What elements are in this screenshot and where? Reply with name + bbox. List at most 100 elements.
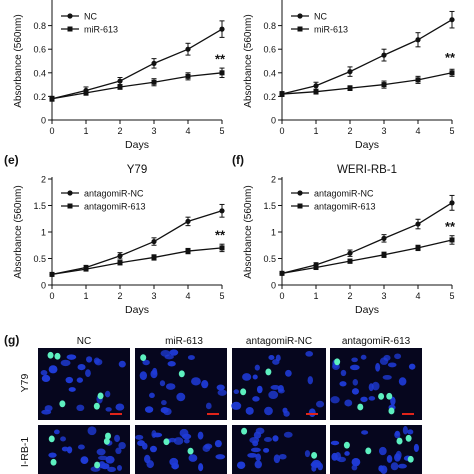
nucleus	[231, 401, 242, 410]
data-point	[279, 91, 285, 97]
nucleus	[250, 447, 261, 453]
micrograph-tile	[135, 348, 227, 420]
data-point	[415, 221, 421, 227]
data-point	[313, 89, 319, 95]
nucleus	[105, 407, 112, 412]
x-tick-label: 4	[185, 291, 190, 301]
data-point	[381, 235, 387, 241]
x-tick-label: 4	[415, 126, 420, 136]
data-point	[449, 70, 455, 76]
nucleus	[371, 381, 380, 391]
nucleus	[254, 364, 260, 371]
nucleus	[104, 390, 111, 398]
nucleus	[96, 448, 106, 456]
x-tick-label: 1	[83, 126, 88, 136]
y-axis-label: Absorbance (560nm)	[243, 14, 254, 107]
nucleus	[390, 462, 399, 471]
positive-nucleus	[388, 407, 395, 415]
nucleus	[245, 406, 254, 415]
nucleus	[272, 435, 279, 442]
legend-marker	[67, 26, 73, 32]
legend-label: NC	[314, 12, 327, 22]
nucleus	[264, 406, 273, 416]
positive-nucleus	[104, 432, 111, 440]
x-tick-label: 5	[449, 126, 454, 136]
positive-nucleus	[311, 451, 318, 459]
nucleus	[60, 359, 71, 367]
series-line	[51, 247, 223, 276]
y-axis-label: Absorbance (560nm)	[13, 185, 24, 278]
panel-label: (e)	[4, 153, 19, 167]
nucleus	[351, 464, 358, 471]
data-point	[347, 69, 353, 75]
nucleus	[118, 360, 126, 368]
nucleus	[254, 460, 262, 469]
nucleus	[161, 400, 167, 406]
nucleus	[382, 374, 392, 380]
micrograph-tile	[330, 425, 422, 474]
data-point	[117, 260, 123, 266]
y-tick-label: 0	[41, 116, 46, 126]
significance-annotation: **	[445, 219, 456, 234]
nucleus	[100, 463, 110, 470]
nucleus	[41, 409, 52, 415]
nucleus	[160, 350, 171, 357]
chart-panel-1: 0 0.2 0.4 0.6 0.8 0 1 2 3 4 5 Days Absorbance (560nm…	[243, 0, 456, 151]
panel-label: (f)	[232, 153, 244, 167]
row-label-weri: I-RB-1	[19, 437, 31, 467]
chart-panel-0: 0 0.2 0.4 0.6 0.8 0 1 2 3 4 5 Days Absorbance (560nm…	[13, 0, 226, 151]
nucleus	[337, 456, 347, 463]
positive-nucleus	[54, 352, 61, 360]
row-label-y79: Y79	[19, 374, 31, 393]
x-tick-label: 5	[219, 126, 224, 136]
legend-label: antagomiR-613	[314, 202, 376, 212]
nucleus	[165, 383, 176, 390]
series-line	[281, 72, 453, 95]
nucleus	[150, 369, 158, 379]
data-point	[449, 200, 455, 206]
positive-nucleus	[343, 441, 350, 449]
x-tick-label: 0	[49, 126, 54, 136]
data-point	[117, 78, 123, 84]
positive-nucleus	[407, 455, 414, 463]
nucleus	[330, 440, 340, 446]
series-0	[49, 20, 225, 102]
nucleus	[77, 364, 86, 371]
legend-label: antagomiR-NC	[84, 189, 144, 199]
positive-nucleus	[47, 351, 54, 359]
positive-nucleus	[396, 437, 403, 445]
y-tick-label: 0.6	[263, 45, 276, 55]
nucleus	[386, 455, 393, 463]
data-point	[49, 96, 55, 102]
x-tick-label: 0	[279, 126, 284, 136]
nucleus	[311, 459, 322, 468]
nucleus	[352, 379, 359, 386]
data-point	[117, 84, 123, 90]
nucleus	[253, 431, 262, 439]
data-point	[185, 248, 191, 254]
chart-title: WERI-RB-1	[337, 164, 397, 176]
nucleus	[270, 384, 280, 390]
series-line	[51, 210, 223, 276]
nucleus	[242, 373, 252, 381]
data-point	[347, 250, 353, 256]
nucleus	[360, 354, 367, 360]
x-axis-label: Days	[125, 304, 149, 316]
nucleus	[216, 384, 225, 391]
nucleus	[263, 437, 273, 443]
nucleus	[183, 438, 190, 444]
series-1	[279, 68, 455, 97]
nucleus	[40, 370, 48, 376]
y-tick-label: 2	[271, 175, 276, 185]
data-point	[449, 17, 455, 23]
nucleus	[217, 389, 227, 396]
y-tick-label: 1.5	[33, 201, 46, 211]
legend-label: NC	[84, 12, 97, 22]
nucleus	[268, 390, 279, 400]
nucleus	[378, 446, 387, 456]
x-tick-label: 3	[381, 291, 386, 301]
nucleus	[387, 362, 397, 368]
nucleus	[114, 434, 120, 443]
data-point	[415, 77, 421, 83]
scale-bar	[207, 413, 219, 415]
